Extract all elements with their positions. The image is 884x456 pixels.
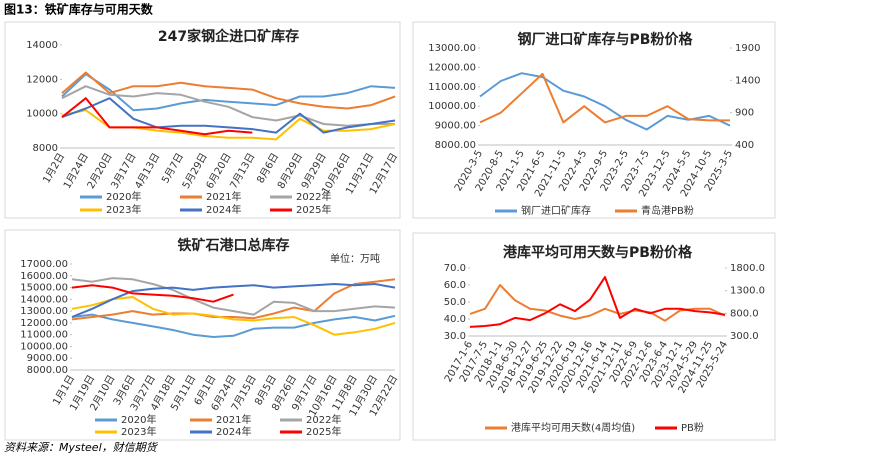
y2-tick-label: 1300.0: [730, 286, 765, 297]
legend-label: 港库平均可用天数(4周均值): [511, 421, 635, 434]
legend-label: 2023年: [121, 425, 156, 438]
y-tick-label: 12000: [26, 74, 58, 85]
y-tick-label: 13000.00: [20, 306, 68, 317]
legend-label: 青岛港PB粉: [641, 204, 694, 217]
series-line: [61, 73, 396, 112]
y-tick-label: 9000.00: [27, 353, 68, 364]
series-line: [71, 278, 396, 321]
series-line: [469, 276, 726, 328]
y-tick-label: 8000.00: [435, 140, 476, 151]
y-tick-label: 14000: [26, 40, 58, 51]
y-tick-label: 12000.00: [20, 318, 68, 329]
series-line: [61, 97, 253, 136]
legend-label: 钢厂进口矿库存: [521, 204, 591, 217]
y2-tick-label: 400: [735, 140, 754, 151]
legend-label: 2024年: [206, 203, 241, 216]
y-tick-label: 8000.00: [27, 365, 68, 376]
chart-title: 铁矿石港口总库存: [178, 237, 290, 254]
y-tick-label: 9000.00: [435, 121, 476, 132]
y-tick-label: 10000.00: [20, 341, 68, 352]
legend-label: 2022年: [296, 190, 331, 203]
y-tick-label: 30.0: [444, 331, 466, 342]
unit-label: 单位：万吨: [330, 252, 380, 265]
y2-tick-label: 1800.0: [730, 263, 765, 274]
y-tick-label: 8000: [33, 143, 58, 154]
legend-label: 2021年: [216, 413, 251, 426]
y2-tick-label: 800.0: [730, 308, 759, 319]
y-tick-label: 12000.00: [428, 62, 476, 73]
y-tick-label: 14000.00: [20, 294, 68, 305]
legend-label: 2025年: [306, 425, 341, 438]
chart-title: 港库平均可用天数与PB粉价格: [503, 244, 693, 261]
y-tick-label: 60.0: [444, 280, 466, 291]
y-tick-label: 10000: [26, 109, 58, 120]
series-line: [61, 85, 395, 127]
legend-label: 2020年: [106, 190, 141, 203]
chart-title: 247家钢企进口矿库存: [158, 28, 299, 45]
panel: [4, 21, 401, 219]
legend-label: 2020年: [121, 413, 156, 426]
series-line: [61, 71, 396, 110]
legend-label: 2021年: [206, 190, 241, 203]
series-line: [479, 72, 730, 124]
series-line: [71, 296, 396, 336]
legend-label: 2025年: [296, 203, 331, 216]
series-line: [61, 97, 396, 134]
y-tick-label: 40.0: [444, 314, 466, 325]
y-tick-label: 10000.00: [428, 101, 476, 112]
y2-tick-label: 900: [735, 108, 754, 119]
y-tick-label: 17000.00: [20, 259, 68, 270]
source-note: 资料来源：Mysteel，财信期货: [4, 441, 159, 454]
y2-tick-label: 1900: [735, 43, 760, 54]
series-line: [71, 277, 396, 316]
page-title: 图13：铁矿库存与可用天数: [4, 2, 154, 17]
y-tick-label: 11000.00: [428, 82, 476, 93]
y-tick-label: 13000.00: [428, 43, 476, 54]
y-tick-label: 11000.00: [20, 330, 68, 341]
y-tick-label: 16000.00: [20, 271, 68, 282]
y-tick-label: 15000.00: [20, 283, 68, 294]
y2-tick-label: 300.0: [730, 331, 759, 342]
y-tick-label: 50.0: [444, 297, 466, 308]
series-line: [71, 283, 396, 318]
legend-label: PB粉: [681, 421, 704, 434]
legend-label: 2022年: [306, 413, 341, 426]
series-line: [469, 284, 726, 322]
series-line: [71, 284, 234, 303]
chart-title: 钢厂进口矿库存与PB粉价格: [518, 31, 694, 48]
y2-tick-label: 1400: [735, 75, 760, 86]
legend-label: 2024年: [216, 425, 251, 438]
y-tick-label: 70.0: [444, 263, 466, 274]
series-line: [71, 313, 396, 338]
legend-label: 2023年: [106, 203, 141, 216]
